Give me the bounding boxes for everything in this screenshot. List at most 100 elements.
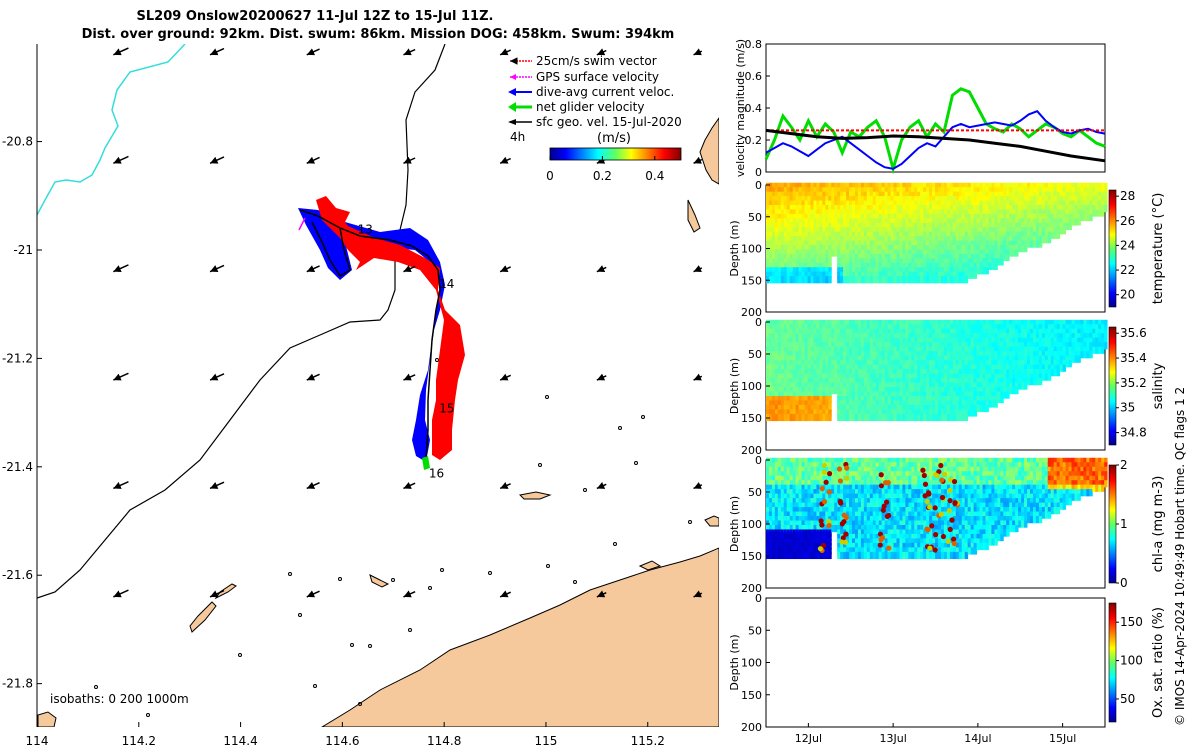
section-cell — [816, 267, 820, 275]
section-cell — [1038, 337, 1043, 345]
section-cell — [982, 262, 986, 270]
section-cell — [929, 249, 933, 257]
section-cell — [1012, 342, 1016, 350]
section-cell — [843, 351, 847, 359]
section-cell — [911, 364, 915, 372]
speed-colorbar-title: (m/s) — [597, 131, 631, 146]
section-cell — [819, 409, 823, 417]
section-cell — [766, 489, 770, 497]
section-cell — [991, 342, 995, 350]
section-cell — [938, 271, 942, 279]
section-cell — [795, 328, 800, 336]
section-cell — [908, 404, 912, 413]
section-cell — [831, 382, 835, 390]
section-cell — [932, 182, 936, 190]
section-cell — [819, 471, 823, 479]
section-cell — [955, 409, 960, 417]
section-cell — [801, 204, 805, 213]
section-cell — [941, 204, 945, 213]
section-cell — [911, 271, 915, 279]
legend-dive-avg: dive-avg current veloc. — [508, 85, 674, 99]
section-cell — [911, 276, 915, 284]
section-cell — [964, 409, 969, 417]
section-cell — [819, 236, 823, 244]
section-cell — [810, 182, 814, 190]
section-cell — [774, 258, 779, 266]
section-cell — [920, 191, 924, 199]
section-cell — [828, 337, 832, 345]
section-cell — [801, 262, 805, 270]
section-cell — [1012, 209, 1016, 217]
section-cell — [846, 378, 850, 386]
section-cell — [935, 222, 939, 230]
section-cell — [819, 457, 823, 465]
section-cell — [1035, 187, 1040, 195]
section-cell — [843, 271, 847, 279]
section-cell — [795, 466, 800, 474]
section-cell — [875, 369, 880, 377]
section-cell — [991, 200, 995, 208]
section-cell — [1029, 182, 1034, 190]
section-cell — [768, 355, 773, 363]
section-cell — [801, 249, 805, 257]
section-cell — [1053, 337, 1058, 345]
section-cell — [1068, 182, 1072, 190]
section-cell — [958, 271, 963, 279]
section-cell — [774, 222, 779, 230]
section-cell — [964, 271, 969, 279]
section-cell — [1047, 231, 1052, 239]
section-cell — [1080, 324, 1084, 332]
section-cell — [917, 342, 921, 350]
section-cell — [857, 209, 862, 217]
section-cell — [890, 346, 894, 354]
section-cell — [813, 391, 817, 399]
section-cell — [917, 222, 921, 230]
section-cell — [780, 337, 785, 345]
section-cell — [852, 213, 856, 222]
section-cell — [783, 222, 788, 230]
section-cell — [941, 187, 945, 195]
section-cell — [1015, 382, 1019, 390]
section-cell — [958, 213, 963, 222]
section-cell — [914, 355, 918, 363]
section-cell — [1006, 187, 1010, 195]
section-cell — [1086, 333, 1090, 341]
section-cell — [896, 240, 900, 248]
section-cell — [1080, 204, 1084, 213]
section-cell — [1053, 319, 1058, 327]
section-cell — [1024, 218, 1028, 226]
section-cell — [777, 471, 782, 479]
section-cell — [807, 462, 811, 470]
section-cell — [854, 333, 859, 341]
section-cell — [1012, 360, 1016, 368]
section-cell — [837, 351, 841, 359]
section-cell — [967, 213, 972, 222]
section-cell — [917, 271, 921, 279]
section-cell — [917, 276, 921, 284]
section-cell — [1065, 218, 1069, 226]
section-cell — [798, 258, 803, 266]
section-cell — [932, 271, 936, 279]
section-cell — [985, 404, 989, 413]
section-cell — [881, 258, 886, 266]
section-cell — [795, 395, 800, 404]
section-cell — [1035, 200, 1040, 208]
section-cell — [849, 333, 853, 341]
section-cell — [923, 187, 927, 195]
section-cell — [813, 484, 817, 492]
section-cell — [920, 227, 924, 235]
section-cell — [970, 182, 975, 190]
section-cell — [869, 360, 874, 368]
section-cell — [890, 200, 894, 208]
section-cell — [914, 245, 918, 253]
section-cell — [941, 355, 945, 363]
section-cell — [905, 395, 909, 404]
section-cell — [896, 324, 900, 332]
section-cell — [1018, 355, 1022, 363]
section-cell — [789, 382, 794, 390]
section-cell — [807, 355, 811, 363]
section-cell — [807, 369, 811, 377]
section-cell — [890, 227, 894, 235]
section-cell — [1074, 319, 1078, 327]
section-cell — [932, 191, 936, 199]
